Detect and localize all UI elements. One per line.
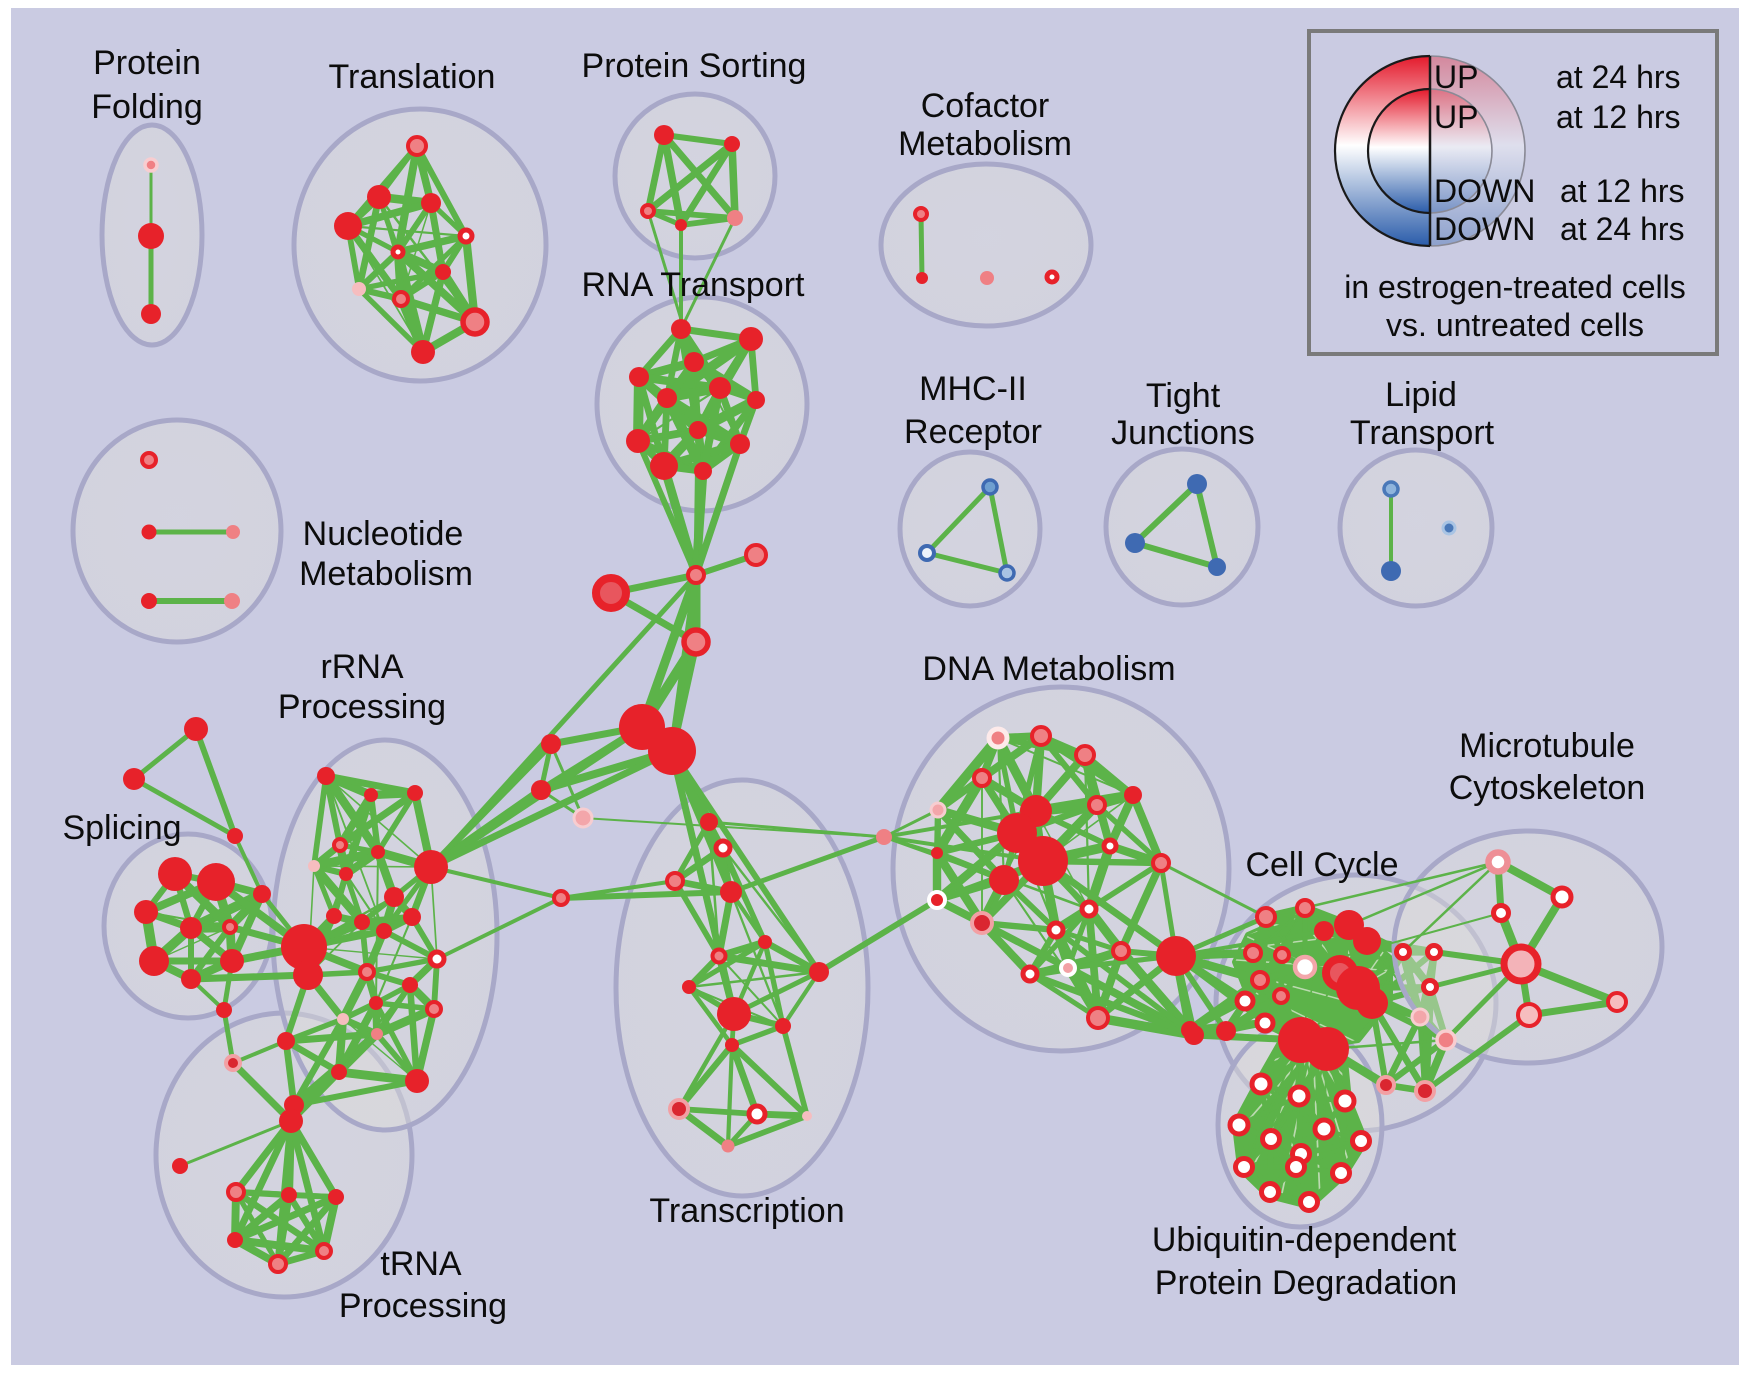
svg-text:Protein: Protein	[93, 44, 201, 82]
svg-text:Protein Sorting: Protein Sorting	[582, 47, 807, 85]
svg-text:Cell Cycle: Cell Cycle	[1245, 846, 1398, 884]
svg-text:Microtubule: Microtubule	[1459, 727, 1635, 765]
svg-text:Translation: Translation	[329, 58, 496, 96]
svg-text:MHC-II: MHC-II	[919, 370, 1027, 408]
svg-text:Tight: Tight	[1146, 377, 1221, 415]
svg-text:Nucleotide: Nucleotide	[303, 515, 464, 553]
svg-text:Processing: Processing	[339, 1287, 507, 1325]
svg-text:Folding: Folding	[91, 88, 203, 126]
svg-text:Lipid: Lipid	[1385, 376, 1457, 414]
svg-text:Cofactor: Cofactor	[921, 87, 1050, 125]
svg-text:at 24 hrs: at 24 hrs	[1556, 59, 1681, 95]
svg-text:RNA Transport: RNA Transport	[582, 266, 806, 304]
svg-text:in estrogen-treated cells: in estrogen-treated cells	[1344, 269, 1686, 305]
svg-text:tRNA: tRNA	[380, 1245, 462, 1283]
svg-text:Protein Degradation: Protein Degradation	[1155, 1264, 1457, 1302]
svg-text:rRNA: rRNA	[320, 648, 403, 686]
svg-text:at 12 hrs: at 12 hrs	[1556, 99, 1681, 135]
svg-text:Cytoskeleton: Cytoskeleton	[1449, 769, 1646, 807]
svg-text:at 24 hrs: at 24 hrs	[1560, 211, 1685, 247]
svg-text:UP: UP	[1434, 99, 1478, 135]
svg-text:Ubiquitin-dependent: Ubiquitin-dependent	[1152, 1221, 1457, 1259]
svg-text:DNA Metabolism: DNA Metabolism	[922, 650, 1175, 688]
svg-text:Junctions: Junctions	[1111, 414, 1255, 452]
svg-text:UP: UP	[1434, 59, 1478, 95]
svg-text:Splicing: Splicing	[62, 809, 181, 847]
svg-text:Transcription: Transcription	[649, 1192, 844, 1230]
svg-text:Receptor: Receptor	[904, 413, 1042, 451]
svg-text:Metabolism: Metabolism	[898, 125, 1072, 163]
svg-text:vs. untreated cells: vs. untreated cells	[1386, 307, 1644, 343]
svg-text:at 12 hrs: at 12 hrs	[1560, 173, 1685, 209]
svg-text:Transport: Transport	[1350, 414, 1495, 452]
svg-text:DOWN: DOWN	[1434, 211, 1535, 247]
svg-text:Metabolism: Metabolism	[299, 555, 473, 593]
svg-text:Processing: Processing	[278, 688, 446, 726]
svg-text:DOWN: DOWN	[1434, 173, 1535, 209]
